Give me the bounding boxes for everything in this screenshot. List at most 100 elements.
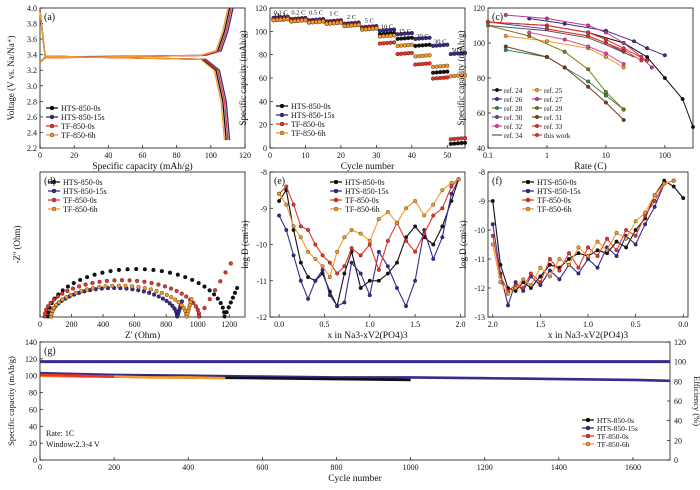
diffusion-point: [624, 228, 629, 232]
y-tick-label: -9: [260, 204, 267, 213]
capacity-point: [459, 136, 464, 141]
legend-entry: ref. 31: [544, 114, 563, 122]
legend-marker: [525, 188, 531, 194]
y-tick-label: 100: [473, 39, 485, 48]
diffusion-point: [306, 296, 311, 301]
capacity-point: [275, 17, 280, 23]
capacity-point: [395, 52, 400, 57]
legend-marker: [495, 124, 499, 128]
diffusion-point: [624, 236, 629, 241]
reference-point: [621, 118, 626, 122]
diffusion-point: [595, 265, 600, 270]
impedance-point: [215, 296, 220, 301]
legend-entry: ref. 24: [504, 87, 523, 95]
diffusion-point: [385, 238, 390, 243]
diffusion-point: [538, 274, 543, 279]
impedance-point: [176, 300, 181, 305]
diffusion-point: [567, 251, 571, 256]
x-tick-label: 400: [182, 463, 194, 472]
impedance-point: [92, 272, 97, 277]
diffusion-point: [449, 180, 454, 185]
y-tick-label: 3.2: [27, 66, 37, 75]
rate-annotation: 2 C: [347, 14, 356, 21]
impedance-point: [54, 302, 59, 308]
capacity-point: [427, 35, 432, 40]
x-tick-label: 1.5: [535, 320, 545, 329]
condition-annotation: Window:2.3-4 V: [46, 440, 100, 449]
x-tick-label: 800: [330, 463, 342, 472]
rate-annotation: 1 C: [329, 11, 338, 18]
impedance-point: [119, 278, 125, 283]
impedance-point: [197, 314, 202, 319]
impedance-point: [202, 284, 207, 289]
capacity-point: [356, 22, 361, 27]
reference-point: [586, 30, 591, 35]
impedance-point: [70, 286, 76, 291]
impedance-point: [173, 297, 178, 302]
diffusion-point: [576, 265, 581, 270]
diffusion-point: [586, 245, 590, 250]
capacity-point: [462, 136, 468, 141]
reference-point: [649, 65, 654, 70]
reference-point: [503, 48, 508, 52]
diffusion-point: [376, 249, 381, 254]
y-tick-label: -9: [478, 197, 485, 206]
capacity-point: [271, 18, 276, 23]
legend-entry: TF-850-6h: [597, 440, 630, 449]
capacity-point: [299, 18, 304, 23]
diffusion-point: [367, 238, 372, 243]
x-tick-label: 100: [659, 151, 671, 160]
legend-entry: TF-850-6h: [537, 205, 572, 214]
diffusion-point: [431, 257, 436, 261]
capacity-point: [317, 19, 322, 24]
impedance-point: [136, 285, 141, 290]
x-tick-label: 400: [97, 320, 109, 329]
impedance-point: [97, 279, 102, 284]
reference-point: [586, 84, 591, 89]
diffusion-point: [358, 231, 363, 236]
impedance-point: [90, 286, 95, 291]
legend-marker: [51, 197, 57, 203]
x-tick-label: 10: [301, 151, 309, 160]
impedance-point: [60, 291, 65, 296]
reference-line: [529, 18, 666, 56]
impedance-point: [123, 283, 128, 288]
reference-point: [545, 16, 549, 21]
impedance-point: [116, 283, 121, 288]
capacity-point: [328, 21, 333, 26]
impedance-point: [159, 269, 164, 274]
capacity-point: [434, 70, 439, 75]
diffusion-line: [492, 180, 674, 292]
capacity-point: [462, 73, 468, 78]
reference-point: [562, 65, 567, 70]
diffusion-point: [576, 271, 581, 276]
impedance-point: [56, 300, 62, 305]
legend-entry: HTS-850-0s: [61, 104, 101, 113]
impedance-point: [151, 267, 156, 273]
legend-marker: [525, 179, 531, 185]
impedance-point: [147, 290, 152, 295]
diffusion-point: [298, 224, 303, 229]
legend-marker: [333, 206, 339, 212]
discharge-curve: [39, 11, 226, 141]
capacity-point: [314, 19, 319, 25]
diffusion-point: [313, 242, 318, 247]
legend-entry: TF-850-6h: [345, 205, 380, 214]
y-tick-label: -8: [260, 168, 267, 177]
y-axis-label: log D (cm²/s): [240, 220, 250, 268]
diffusion-point: [367, 278, 372, 283]
impedance-point: [164, 292, 169, 297]
capacity-point: [427, 61, 432, 66]
y-tick-label: 60: [477, 109, 485, 118]
x-tick-label: 1200: [221, 320, 237, 329]
rate-annotation: 15 C: [398, 28, 410, 35]
capacity-point: [434, 76, 439, 81]
y-tick-label: 2.2: [27, 144, 37, 153]
diffusion-point: [652, 204, 657, 209]
y-tick-label: 100: [25, 372, 37, 381]
x-axis-label: Rate (C): [574, 161, 606, 172]
diffusion-point: [576, 251, 581, 256]
legend-marker: [333, 179, 339, 185]
capacity-point: [349, 23, 354, 28]
capacity-point: [292, 19, 297, 24]
